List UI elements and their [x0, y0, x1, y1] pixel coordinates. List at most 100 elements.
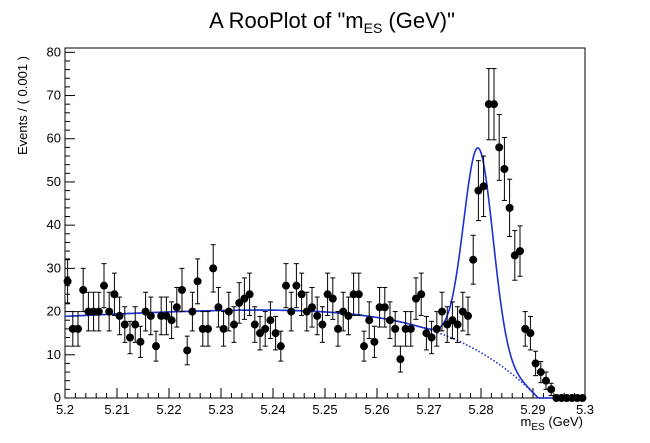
data-marker: [193, 277, 202, 286]
data-marker: [178, 285, 186, 294]
data-marker: [505, 203, 514, 212]
data-marker: [105, 307, 114, 316]
data-marker: [536, 368, 545, 377]
data-marker: [261, 324, 270, 333]
data-point: [271, 315, 280, 351]
data-point: [417, 272, 426, 316]
data-point: [136, 325, 145, 358]
data-marker: [94, 307, 103, 316]
data-point: [167, 301, 176, 340]
data-point: [406, 311, 415, 347]
data-marker: [74, 324, 82, 333]
data-point: [432, 311, 441, 347]
data-point: [365, 301, 374, 340]
data-point: [183, 335, 192, 366]
data-point: [313, 296, 322, 336]
data-marker: [360, 342, 368, 351]
data-marker: [204, 324, 212, 333]
data-marker: [469, 255, 478, 264]
data-point: [172, 286, 181, 328]
y-tick-label: 40: [47, 217, 61, 232]
x-axis-title: mES (GeV): [521, 414, 583, 433]
chart-title-tail: (GeV)": [382, 8, 455, 33]
data-point: [354, 272, 363, 316]
data-point: [344, 296, 353, 336]
data-point: [516, 225, 524, 277]
x-tick-label: 5.3: [576, 402, 594, 417]
data-marker: [344, 311, 353, 320]
data-marker: [167, 316, 176, 325]
x-tick-label: 5.23: [208, 402, 233, 417]
data-point: [115, 296, 124, 336]
data-point: [152, 330, 160, 362]
data-marker: [438, 307, 446, 316]
x-axis-title-main: m: [521, 414, 532, 429]
data-marker: [214, 303, 223, 312]
data-point: [209, 244, 218, 293]
data-point: [110, 272, 119, 316]
data-point: [204, 311, 212, 347]
x-tick-label: 5.24: [260, 402, 285, 417]
data-point: [427, 320, 436, 355]
data-point: [105, 291, 114, 332]
data-marker: [365, 316, 374, 325]
y-axis-title: Events / ( 0.001 ): [15, 56, 30, 155]
data-marker: [334, 324, 342, 333]
data-marker: [417, 290, 426, 299]
data-marker: [406, 324, 415, 333]
x-tick-label: 5.28: [468, 402, 493, 417]
x-tick-label: 5.2: [56, 402, 74, 417]
data-marker: [391, 324, 400, 333]
x-axis-title-tail: (GeV): [545, 414, 583, 429]
data-marker: [188, 307, 197, 316]
data-marker: [479, 182, 488, 191]
data-point: [250, 306, 259, 343]
data-point: [370, 325, 379, 358]
y-tick-label: 70: [47, 88, 61, 103]
data-point: [266, 301, 275, 340]
data-point: [276, 330, 285, 362]
data-marker: [432, 324, 441, 333]
data-marker: [245, 290, 254, 299]
data-marker: [63, 277, 72, 286]
data-marker: [516, 247, 524, 256]
data-points: [63, 68, 587, 402]
data-marker: [292, 281, 301, 290]
data-marker: [500, 164, 509, 173]
data-marker: [183, 346, 192, 355]
data-marker: [427, 333, 436, 342]
data-point: [396, 345, 405, 373]
data-point: [360, 330, 368, 362]
data-marker: [152, 342, 160, 351]
data-point: [188, 291, 197, 332]
data-marker: [120, 320, 129, 329]
data-marker: [386, 316, 394, 325]
data-point: [531, 350, 540, 377]
data-marker: [115, 311, 124, 320]
data-point: [505, 178, 514, 238]
data-marker: [126, 333, 134, 342]
data-marker: [276, 342, 285, 351]
chart-title: A RooPlot of "mES (GeV)": [209, 8, 455, 36]
data-point: [214, 286, 223, 328]
data-point: [318, 306, 327, 343]
chart-title-subscript: ES: [364, 20, 383, 36]
data-point: [391, 311, 400, 347]
data-marker: [224, 307, 233, 316]
data-marker: [531, 359, 540, 368]
data-marker: [542, 376, 550, 385]
data-marker: [547, 385, 556, 394]
data-marker: [230, 320, 238, 329]
data-marker: [526, 329, 535, 338]
data-point: [490, 68, 498, 141]
data-marker: [282, 281, 290, 290]
data-marker: [308, 303, 316, 312]
chart-title-main: A RooPlot of "m: [209, 8, 364, 33]
data-point: [542, 371, 550, 390]
data-point: [380, 286, 389, 328]
x-axis-title-subscript: ES: [531, 422, 545, 433]
data-marker: [209, 264, 218, 273]
data-marker: [266, 316, 275, 325]
data-point: [386, 301, 394, 340]
data-point: [120, 306, 129, 343]
